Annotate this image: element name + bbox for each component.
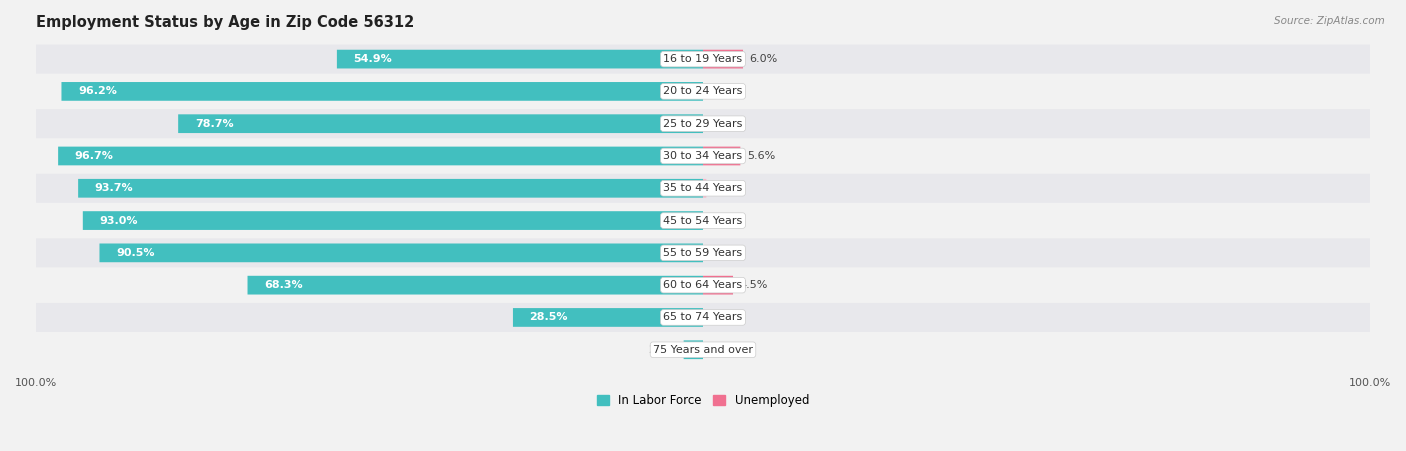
FancyBboxPatch shape: [83, 211, 703, 230]
FancyBboxPatch shape: [58, 147, 703, 166]
FancyBboxPatch shape: [179, 114, 703, 133]
Text: 68.3%: 68.3%: [264, 280, 302, 290]
FancyBboxPatch shape: [37, 77, 1369, 106]
Text: 54.9%: 54.9%: [353, 54, 392, 64]
Text: 93.0%: 93.0%: [100, 216, 138, 226]
FancyBboxPatch shape: [37, 271, 1369, 299]
Text: 90.5%: 90.5%: [117, 248, 155, 258]
Text: 96.2%: 96.2%: [79, 87, 117, 97]
Text: 45 to 54 Years: 45 to 54 Years: [664, 216, 742, 226]
FancyBboxPatch shape: [79, 179, 703, 198]
Text: 60 to 64 Years: 60 to 64 Years: [664, 280, 742, 290]
FancyBboxPatch shape: [37, 206, 1369, 235]
Text: 5.6%: 5.6%: [747, 151, 775, 161]
Text: 75 Years and over: 75 Years and over: [652, 345, 754, 355]
Text: 93.7%: 93.7%: [94, 183, 134, 193]
Text: 20 to 24 Years: 20 to 24 Years: [664, 87, 742, 97]
Text: 35 to 44 Years: 35 to 44 Years: [664, 183, 742, 193]
Text: 0.0%: 0.0%: [710, 119, 738, 129]
FancyBboxPatch shape: [62, 82, 703, 101]
Text: 55 to 59 Years: 55 to 59 Years: [664, 248, 742, 258]
Text: 6.0%: 6.0%: [749, 54, 778, 64]
FancyBboxPatch shape: [683, 341, 703, 359]
Text: 96.7%: 96.7%: [75, 151, 114, 161]
Text: 4.5%: 4.5%: [740, 280, 768, 290]
FancyBboxPatch shape: [37, 142, 1369, 170]
FancyBboxPatch shape: [513, 308, 703, 327]
FancyBboxPatch shape: [247, 276, 703, 295]
Text: Employment Status by Age in Zip Code 56312: Employment Status by Age in Zip Code 563…: [37, 15, 415, 30]
FancyBboxPatch shape: [703, 147, 741, 166]
FancyBboxPatch shape: [37, 109, 1369, 138]
Text: 0.0%: 0.0%: [710, 313, 738, 322]
FancyBboxPatch shape: [37, 303, 1369, 332]
FancyBboxPatch shape: [703, 276, 733, 295]
Text: 28.5%: 28.5%: [530, 313, 568, 322]
Text: 78.7%: 78.7%: [195, 119, 233, 129]
Text: 16 to 19 Years: 16 to 19 Years: [664, 54, 742, 64]
FancyBboxPatch shape: [703, 179, 706, 198]
FancyBboxPatch shape: [37, 45, 1369, 74]
Text: 0.0%: 0.0%: [710, 87, 738, 97]
FancyBboxPatch shape: [37, 238, 1369, 267]
FancyBboxPatch shape: [37, 174, 1369, 203]
Text: 65 to 74 Years: 65 to 74 Years: [664, 313, 742, 322]
FancyBboxPatch shape: [37, 335, 1369, 364]
Text: 25 to 29 Years: 25 to 29 Years: [664, 119, 742, 129]
Text: 30 to 34 Years: 30 to 34 Years: [664, 151, 742, 161]
Text: 0.0%: 0.0%: [710, 345, 738, 355]
Text: 0.0%: 0.0%: [710, 216, 738, 226]
Text: 0.0%: 0.0%: [710, 248, 738, 258]
Legend: In Labor Force, Unemployed: In Labor Force, Unemployed: [592, 389, 814, 411]
FancyBboxPatch shape: [100, 244, 703, 262]
Text: Source: ZipAtlas.com: Source: ZipAtlas.com: [1274, 16, 1385, 26]
FancyBboxPatch shape: [703, 50, 742, 69]
Text: 2.9%: 2.9%: [648, 345, 678, 355]
FancyBboxPatch shape: [337, 50, 703, 69]
Text: 0.5%: 0.5%: [713, 183, 741, 193]
